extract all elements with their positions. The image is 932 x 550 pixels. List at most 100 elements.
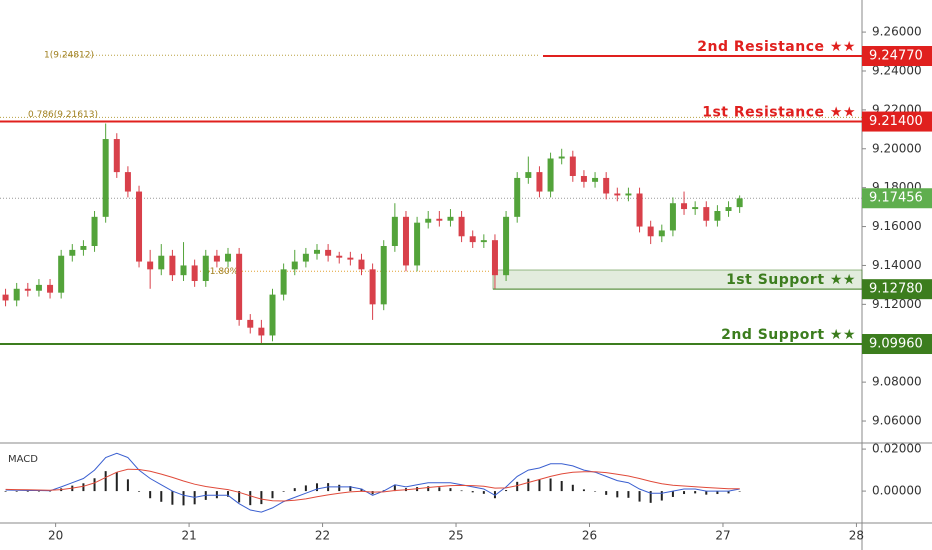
candle-body — [525, 172, 532, 178]
candle-body — [547, 158, 554, 192]
level-price-box — [862, 279, 932, 300]
candle-body — [580, 175, 587, 182]
candle-body — [625, 193, 632, 196]
last-price-label: 9.17456 — [869, 191, 923, 206]
macd-histogram-bar — [93, 478, 96, 492]
y-tick-label: 9.12000 — [872, 297, 922, 311]
macd-histogram-bar — [249, 491, 252, 506]
macd-histogram-bar — [115, 472, 118, 492]
candle-body — [191, 265, 198, 282]
macd-histogram-bar — [516, 481, 519, 492]
candle-body — [402, 216, 409, 266]
macd-histogram-bar — [238, 491, 241, 503]
macd-histogram-bar — [293, 488, 296, 492]
candle-body — [391, 216, 398, 247]
candle-body — [102, 139, 109, 217]
macd-histogram-bar — [660, 491, 663, 501]
candle-body — [592, 177, 599, 182]
candle-body — [725, 207, 732, 211]
candle-body — [91, 216, 98, 247]
candle-body — [636, 193, 643, 227]
macd-histogram-bar — [360, 488, 363, 492]
macd-histogram-bar — [582, 489, 585, 492]
candle-body — [280, 269, 287, 295]
candle-body — [603, 177, 610, 194]
level-name: 1st Resistance ★★ — [702, 105, 856, 121]
candle-body — [569, 156, 576, 176]
y-tick-label: 0.02000 — [872, 442, 922, 456]
macd-histogram-bar — [716, 491, 719, 495]
candle-body — [202, 255, 209, 282]
candle-body — [336, 255, 343, 258]
candle-body — [158, 255, 165, 270]
candle-body — [269, 294, 276, 336]
candle-body — [458, 216, 465, 237]
candle-body — [425, 218, 432, 223]
macd-histogram-bar — [727, 491, 730, 494]
candle-body — [658, 230, 665, 237]
fib-label: 1(9.24812) — [44, 51, 94, 61]
candle-body — [714, 210, 721, 221]
candle-body — [313, 249, 320, 254]
macd-histogram-bar — [627, 491, 630, 498]
candle-body — [47, 284, 54, 293]
candle-body — [35, 284, 42, 291]
candle-body — [703, 207, 710, 221]
macd-histogram-bar — [338, 484, 341, 492]
candle-body — [681, 203, 688, 210]
candle-body — [169, 255, 176, 276]
macd-title: MACD — [8, 454, 38, 465]
candle-body — [24, 288, 31, 291]
candle-body — [291, 261, 298, 270]
last-price-box — [862, 188, 932, 209]
macd-histogram-bar — [571, 484, 574, 492]
fib-label: 61.80% — [204, 267, 239, 277]
candle-body — [225, 253, 232, 262]
candle-body — [514, 177, 521, 217]
macd-histogram-bar — [671, 491, 674, 497]
macd-histogram-bar — [683, 491, 686, 495]
macd-histogram-bar — [427, 486, 430, 492]
macd-histogram-bar — [227, 491, 230, 497]
x-tick-label: 25 — [448, 529, 463, 543]
macd-histogram-bar — [638, 491, 641, 502]
macd-histogram-bar — [538, 479, 541, 492]
macd-histogram-bar — [82, 483, 85, 492]
macd-histogram-bar — [471, 491, 474, 493]
macd-histogram-bar — [438, 487, 441, 492]
candle-body — [380, 246, 387, 305]
macd-histogram-bar — [371, 491, 374, 495]
candle-body — [147, 261, 154, 270]
candle-body — [213, 255, 220, 262]
macd-histogram-bar — [505, 490, 508, 492]
macd-histogram-bar — [138, 491, 141, 492]
level-name: 1st Support ★★ — [726, 272, 856, 288]
candle-body — [247, 319, 254, 328]
macd-histogram-bar — [460, 490, 463, 492]
candle-body — [536, 172, 543, 192]
candle-body — [113, 139, 120, 173]
candle-body — [414, 222, 421, 266]
x-tick-label: 27 — [715, 529, 730, 543]
macd-histogram-bar — [594, 491, 597, 492]
level-name: 2nd Resistance ★★ — [697, 39, 856, 55]
level-price-box — [862, 46, 932, 67]
candle-body — [491, 240, 498, 276]
macd-histogram-bar — [649, 491, 652, 503]
candle-body — [647, 226, 654, 237]
candle-body — [258, 327, 265, 336]
candle-body — [180, 265, 187, 276]
candle-body — [736, 198, 743, 208]
fib-label: 0.786(9.21613) — [28, 110, 98, 120]
y-tick-label: 9.26000 — [872, 25, 922, 39]
macd-histogram-bar — [549, 478, 552, 492]
candle-body — [2, 294, 9, 301]
macd-histogram-bar — [560, 481, 563, 492]
macd-histogram-bar — [26, 491, 29, 492]
candle-body — [302, 253, 309, 262]
level-price-box — [862, 111, 932, 132]
macd-histogram-bar — [482, 491, 485, 494]
macd-histogram-bar — [160, 491, 163, 502]
candle-body — [69, 249, 76, 256]
